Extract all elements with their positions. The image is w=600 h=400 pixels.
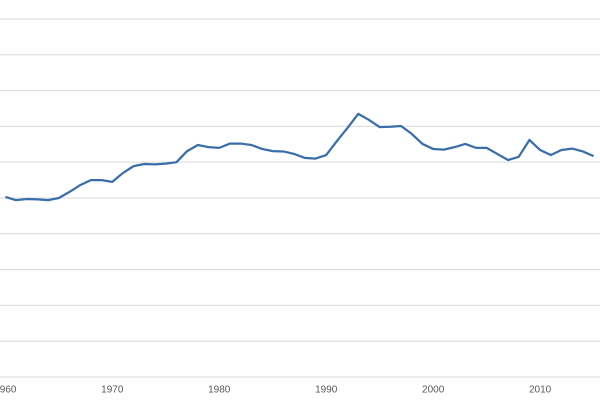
x-tick-label: 1960	[0, 385, 17, 396]
data-line	[5, 112, 595, 202]
x-tick-label: 2010	[529, 385, 552, 396]
x-tick-label: 1980	[208, 385, 231, 396]
x-tick-label: 1990	[315, 385, 338, 396]
x-tick-label: 1970	[101, 385, 124, 396]
x-tick-label: 2000	[422, 385, 445, 396]
